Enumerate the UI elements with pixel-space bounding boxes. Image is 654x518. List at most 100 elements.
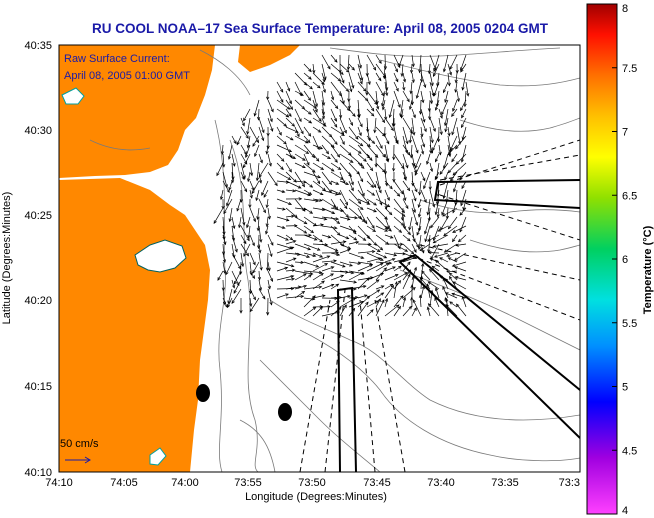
current-vector-head [265,150,269,155]
current-vector-head [303,273,307,277]
current-vector-head [245,135,249,139]
current-vector [276,261,294,267]
current-vector-head [403,296,407,301]
current-vector-head [298,197,303,201]
current-vector [384,252,397,256]
current-vector [433,54,440,72]
current-vector-head [307,97,311,101]
current-vector [357,63,363,81]
scale-arrow [65,456,91,464]
current-vector [285,207,298,218]
current-vector-head [430,224,434,229]
current-vector [228,180,233,191]
current-vector-head [445,304,449,308]
current-vector [240,252,244,267]
current-vector [339,198,348,209]
current-vector-head [435,158,438,163]
current-vector [303,162,316,173]
current-vector [411,135,419,153]
current-vector-head [309,210,314,214]
current-vector [285,286,301,290]
current-vector [312,295,326,299]
current-vector-head [441,111,445,116]
current-vector [312,81,321,89]
current-vector-head [421,285,425,290]
current-vector [402,234,411,242]
current-vector [435,153,440,162]
current-vector [420,135,425,147]
current-vector [276,135,287,145]
current-vector-head [409,130,413,134]
current-vector [393,126,398,143]
current-vector-head [287,176,292,180]
current-vector [276,198,292,205]
current-vector [461,180,467,189]
current-vector [226,189,233,206]
current-vector-head [288,168,292,173]
current-vector-head [397,245,401,250]
current-vector [409,126,413,143]
current-vector [357,207,368,224]
current-vector [432,135,440,151]
current-vector-head [350,181,354,186]
current-vector [375,171,381,190]
current-vector-head [357,114,361,119]
current-vector-head [386,197,390,202]
current-vector [357,225,370,239]
current-vector-head [303,284,308,288]
current-vector [276,288,294,290]
current-vector [384,153,389,162]
current-vector-head [320,272,324,277]
current-vector-head [412,238,416,243]
current-vector-head [424,238,428,243]
current-vector [330,300,340,308]
current-vector [276,189,285,193]
current-vector-head [369,167,374,172]
current-vector-head [345,69,350,73]
current-vector [339,126,344,135]
current-vector [357,261,373,265]
current-vector-head [415,95,419,99]
current-vector [429,126,433,143]
current-vector [393,281,398,299]
current-vector [276,117,287,127]
current-vector [348,108,356,117]
current-vector [384,258,396,263]
current-vector-head [326,255,331,259]
current-vector-head [231,300,235,304]
current-vector [348,285,366,290]
current-vector-head [261,137,265,142]
current-vector [267,117,273,132]
current-vector [258,198,266,213]
current-vector-head [230,179,235,184]
current-vector [249,270,255,279]
current-vector [267,207,271,219]
current-vector-head [391,257,396,262]
current-vector [435,287,440,299]
current-vector [451,108,458,117]
current-vector-head [290,246,295,250]
current-vector-head [394,274,399,278]
current-vector [441,198,449,215]
current-vector-head [404,248,409,252]
current-vector [252,261,260,274]
current-vector [424,225,431,242]
current-vector-head [442,213,446,217]
current-vector-head [265,223,269,228]
current-vector [285,215,295,218]
current-vector [458,234,467,242]
current-vector [375,180,382,193]
current-vector-head [412,131,416,136]
current-vector-head [389,235,394,239]
current-vector [247,117,251,135]
current-vector-head [412,286,416,291]
current-vector [312,99,318,113]
current-vector-head [305,150,310,154]
current-vector [402,117,413,134]
current-vector-head [378,60,382,64]
current-vector [393,90,401,108]
x-tick-label: 73:50 [298,477,326,489]
current-vector-head [447,225,452,230]
current-vector-head [430,289,434,294]
current-vector [303,216,317,226]
